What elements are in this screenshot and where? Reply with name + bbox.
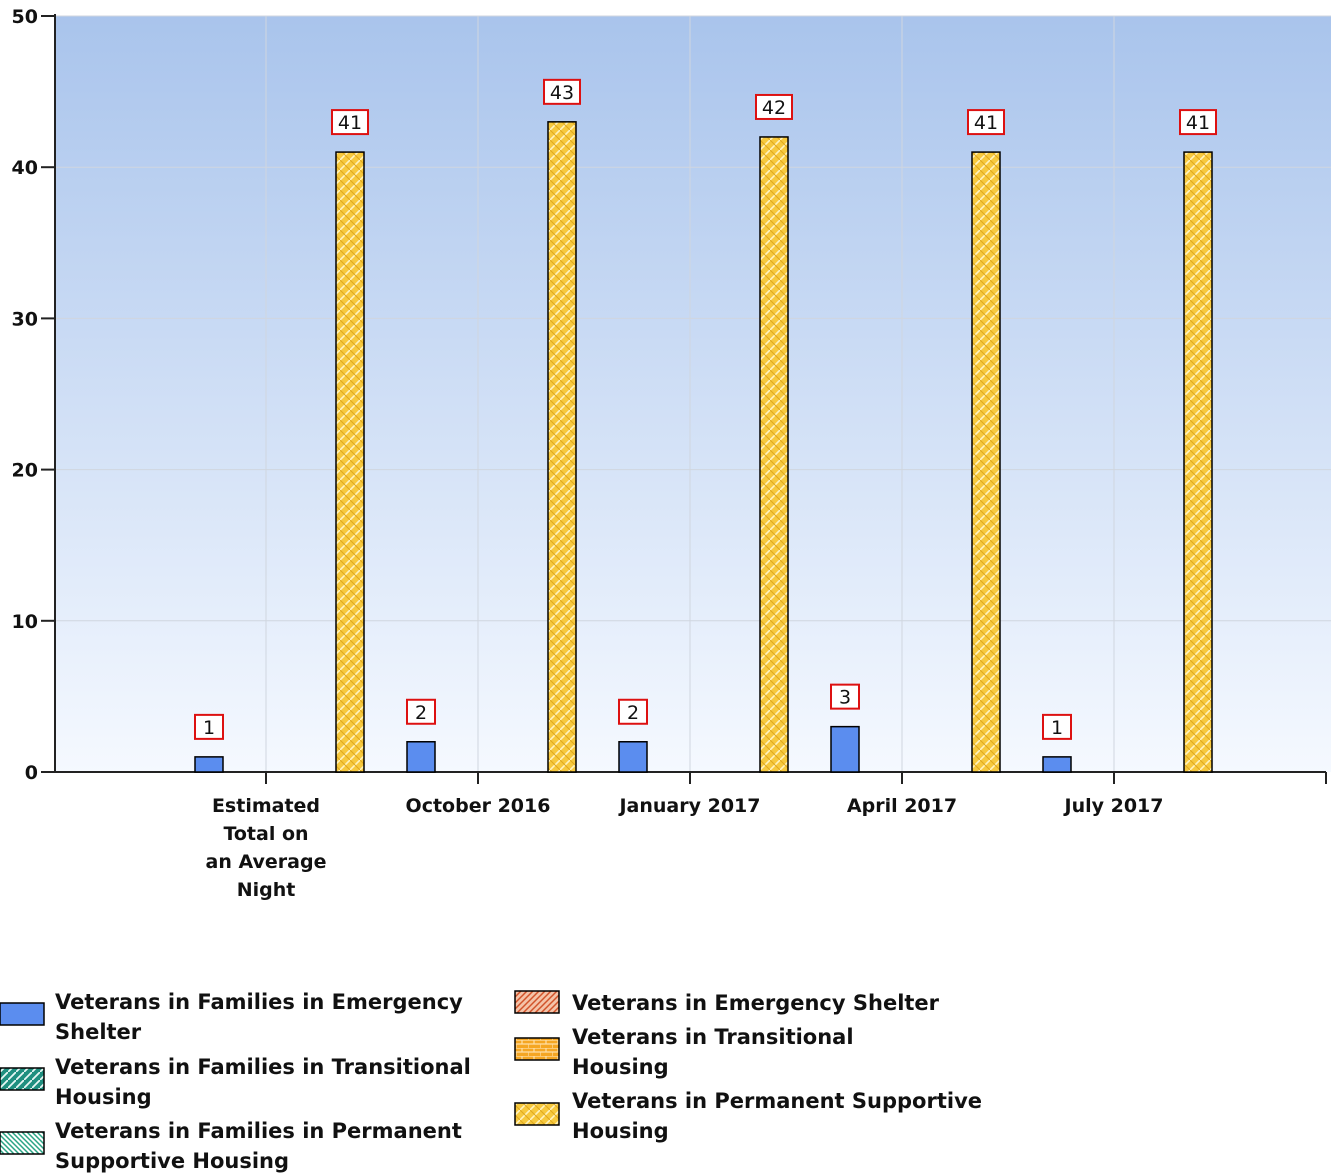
bar [618,741,648,773]
value-label: 41 [974,112,998,134]
bar [759,136,789,773]
value-label: 42 [762,97,786,119]
x-tick-label: January 2017 [617,795,760,817]
legend-swatch [514,1037,560,1061]
value-label-box [1042,713,1072,740]
legend-swatch [514,1102,560,1126]
gridlines [55,15,1331,772]
y-tick-label: 40 [12,157,38,179]
legend-label: Veterans in Transitional Housing [572,1025,854,1079]
bar [547,121,577,773]
x-tick-label: Estimated Total on an Average Night [206,795,327,901]
bar [194,756,224,773]
value-label-box [755,93,793,120]
legend-label: Veterans in Families in Permanent Support… [55,1119,462,1173]
value-label-box [830,683,860,710]
bar [971,151,1001,773]
bar [1183,151,1213,773]
legend-swatch [0,1002,45,1026]
value-label: 1 [1051,717,1063,739]
value-labels: 1 2 2 3 1 41 43 42 41 41 [194,78,1217,740]
x-tick-label: July 2017 [1063,795,1164,817]
legend-label: Veterans in Permanent Supportive Housing [572,1089,982,1143]
plot-background [55,16,1331,772]
legend: Veterans in Families in Emergency Shelter… [0,990,982,1173]
legend-label: Veterans in Families in Emergency Shelter [55,990,463,1044]
value-label: 3 [839,687,851,709]
value-label: 41 [338,112,362,134]
legend-swatch [0,1067,45,1091]
bar [406,741,436,773]
value-label: 41 [1186,112,1210,134]
value-label-box [543,78,581,105]
legend-swatch [514,990,560,1014]
value-label: 43 [550,82,574,104]
plot-area [55,15,1331,772]
y-tick-label: 20 [12,460,38,482]
bars [194,121,1213,773]
value-label-box [618,698,648,725]
y-tick-label: 50 [12,6,38,28]
y-tick-label: 0 [25,762,38,784]
axes: 0 10 20 30 40 50 Estimated Total on an Average Ni… [12,6,1327,901]
x-tick-label: April 2017 [847,795,957,817]
value-label: 2 [415,702,427,724]
value-label-box [967,109,1005,136]
value-label-box [331,109,369,136]
legend-label: Veterans in Families in Transitional Hous… [55,1055,471,1109]
y-tick-label: 10 [12,611,38,633]
legend-label: Veterans in Emergency Shelter [572,991,940,1015]
value-label: 1 [203,717,215,739]
value-label-box [1179,109,1217,136]
bar [1042,756,1072,773]
value-label-box [406,698,436,725]
value-label-box [194,713,224,740]
value-label: 2 [627,702,639,724]
bar [335,151,365,773]
legend-swatch [0,1131,45,1155]
x-tick-label: October 2016 [406,795,551,817]
y-tick-label: 30 [12,308,38,330]
bar [830,725,860,773]
